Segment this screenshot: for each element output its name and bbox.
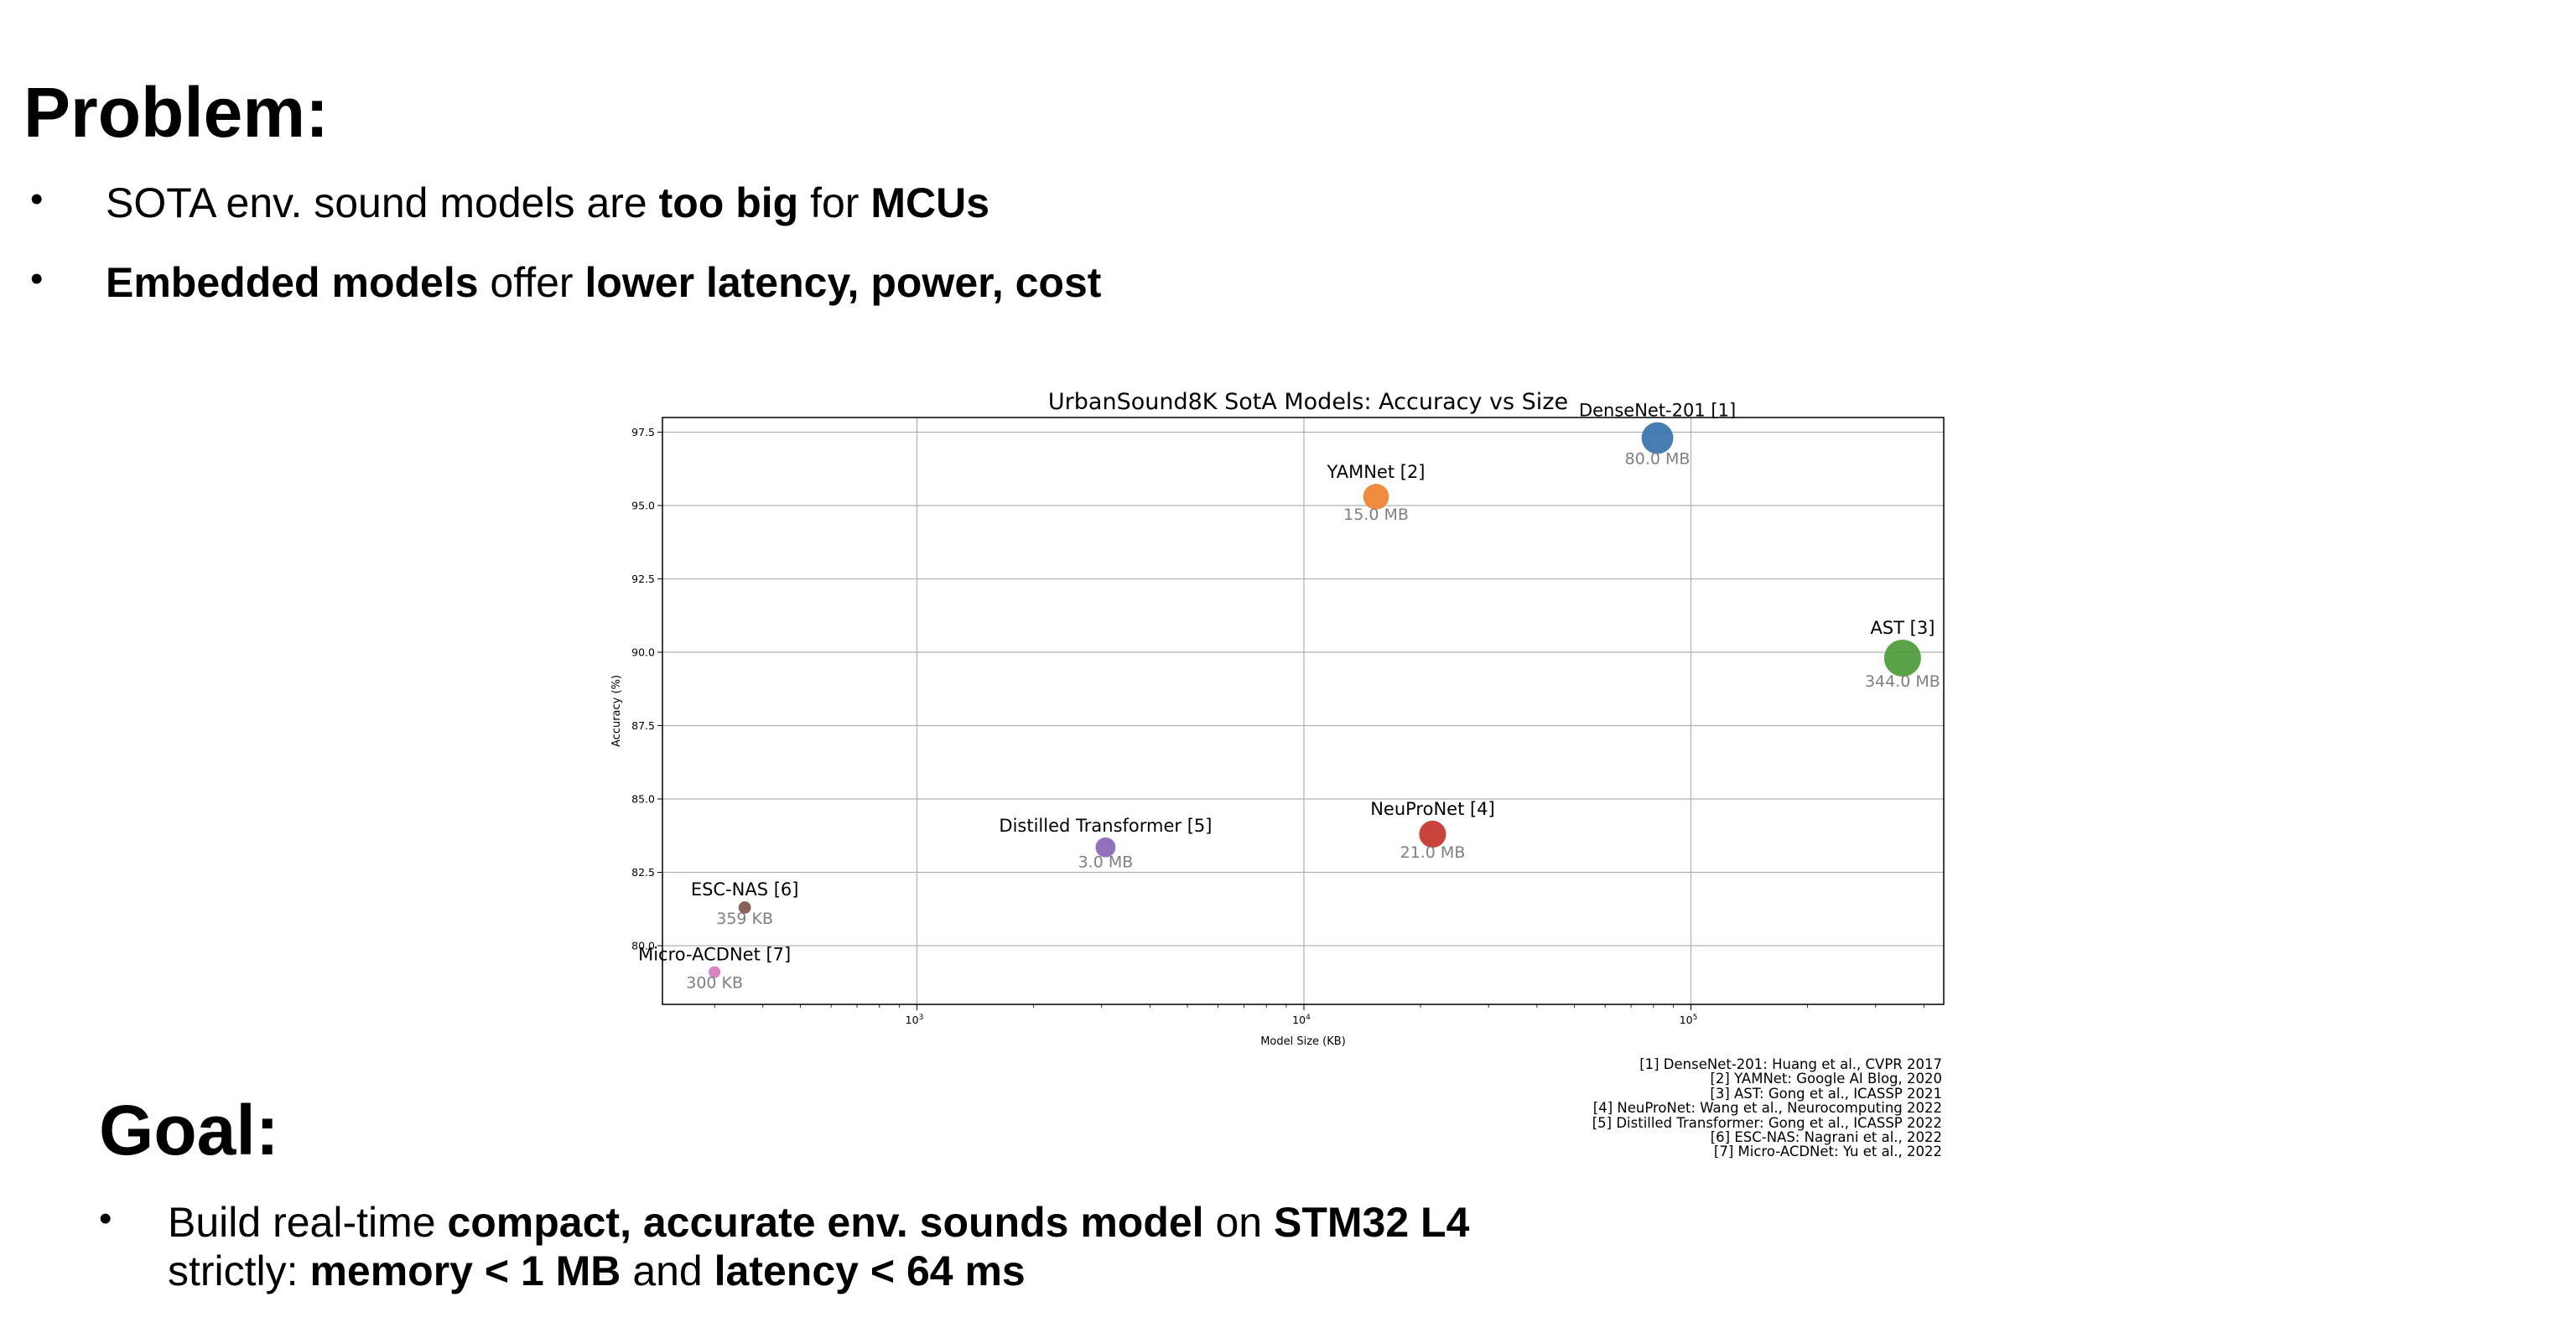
goal-title: Goal: <box>99 1091 279 1170</box>
reference-item: [7] Micro-ACDNet: Yu et al., 2022 <box>1713 1144 1942 1160</box>
problem-bullet-2-text: Embedded models offer lower latency, pow… <box>106 259 1101 306</box>
point-size-label: 300 KB <box>686 974 743 993</box>
accuracy-vs-size-chart: UrbanSound8K SotA Models: Accuracy vs Si… <box>610 389 1945 1048</box>
point-name-label: YAMNet [2] <box>1327 462 1426 482</box>
reference-item: [5] Distilled Transformer: Gong et al., … <box>1592 1114 1942 1131</box>
problem-bullet-2: • Embedded models offer lower latency, p… <box>30 257 1101 308</box>
y-tick-label: 95.0 <box>631 500 655 512</box>
reference-item: [3] AST: Gong et al., ICASSP 2021 <box>1710 1085 1942 1102</box>
problem-title: Problem: <box>23 73 330 152</box>
text: and <box>621 1247 714 1294</box>
text: Build real-time <box>168 1199 448 1246</box>
text: SOTA env. sound models are <box>106 179 659 226</box>
point-name-label: DenseNet-201 [1] <box>1579 401 1736 421</box>
data-point <box>1363 484 1389 510</box>
text: on <box>1203 1199 1274 1246</box>
data-point <box>1883 640 1921 677</box>
point-name-label: ESC-NAS [6] <box>691 879 799 900</box>
references-list: [1] DenseNet-201: Huang et al., CVPR 201… <box>1426 1057 1942 1159</box>
bold-text: STM32 L4 <box>1273 1199 1470 1246</box>
point-size-label: 21.0 MB <box>1400 843 1466 862</box>
y-tick-label: 87.5 <box>631 719 655 732</box>
text: offer <box>478 259 585 306</box>
y-tick-label: 85.0 <box>631 793 655 806</box>
y-tick-label: 90.0 <box>631 646 655 659</box>
y-tick-label: 80.0 <box>631 940 655 952</box>
x-tick-label: 105 <box>1680 1014 1698 1026</box>
text: for <box>798 179 871 226</box>
point-size-label: 15.0 MB <box>1343 506 1409 524</box>
data-point <box>738 901 751 914</box>
reference-item: [6] ESC-NAS: Nagrani et al., 2022 <box>1710 1129 1942 1146</box>
point-name-label: AST [3] <box>1870 618 1935 638</box>
bold-text: MCUs <box>870 179 990 226</box>
chart-title: UrbanSound8K SotA Models: Accuracy vs Si… <box>1048 389 1568 415</box>
reference-item: [1] DenseNet-201: Huang et al., CVPR 201… <box>1639 1056 1942 1072</box>
data-point <box>1095 837 1116 858</box>
point-size-label: 359 KB <box>716 910 773 928</box>
point-size-label: 80.0 MB <box>1625 449 1690 468</box>
point-name-label: NeuProNet [4] <box>1370 799 1495 819</box>
y-tick-label: 82.5 <box>631 866 655 879</box>
x-axis-label: Model Size (KB) <box>1260 1035 1346 1048</box>
data-point <box>1419 820 1446 848</box>
reference-item: [4] NeuProNet: Wang et al., Neurocomputi… <box>1592 1100 1942 1117</box>
problem-bullet-1-text: SOTA env. sound models are too big for M… <box>106 179 989 226</box>
point-name-label: Distilled Transformer [5] <box>999 816 1212 836</box>
goal-bullet: • Build real-time compact, accurate env.… <box>99 1197 1469 1296</box>
bullet-dot: • <box>99 1198 112 1239</box>
point-size-label: 3.0 MB <box>1078 853 1134 872</box>
y-tick-label: 97.5 <box>631 426 655 438</box>
data-point <box>709 966 721 978</box>
text: strictly: <box>168 1247 310 1294</box>
reference-item: [2] YAMNet: Google AI Blog, 2020 <box>1710 1071 1943 1087</box>
data-point <box>1641 422 1674 454</box>
problem-bullet-1: • SOTA env. sound models are too big for… <box>30 178 989 228</box>
bold-text: latency < 64 ms <box>714 1247 1026 1294</box>
x-tick-label: 104 <box>1292 1014 1311 1026</box>
bold-text: lower latency, power, cost <box>584 259 1102 306</box>
goal-bullet-line-1: Build real-time compact, accurate env. s… <box>168 1197 1469 1247</box>
y-tick-label: 92.5 <box>631 573 655 585</box>
bold-text: compact, accurate env. sounds model <box>447 1199 1204 1246</box>
x-tick-label: 103 <box>906 1014 924 1026</box>
y-axis-label: Accuracy (%) <box>610 675 623 747</box>
bold-text: memory < 1 MB <box>309 1247 621 1294</box>
bold-text: too big <box>658 179 799 226</box>
point-size-label: 344.0 MB <box>1865 672 1940 691</box>
plot-area-frame <box>662 417 1945 1005</box>
bullet-dot: • <box>30 258 44 299</box>
goal-bullet-line-2: strictly: memory < 1 MB and latency < 64… <box>168 1246 1469 1296</box>
point-name-label: Micro-ACDNet [7] <box>638 945 791 965</box>
bold-text: Embedded models <box>106 259 479 306</box>
bullet-dot: • <box>30 179 44 220</box>
